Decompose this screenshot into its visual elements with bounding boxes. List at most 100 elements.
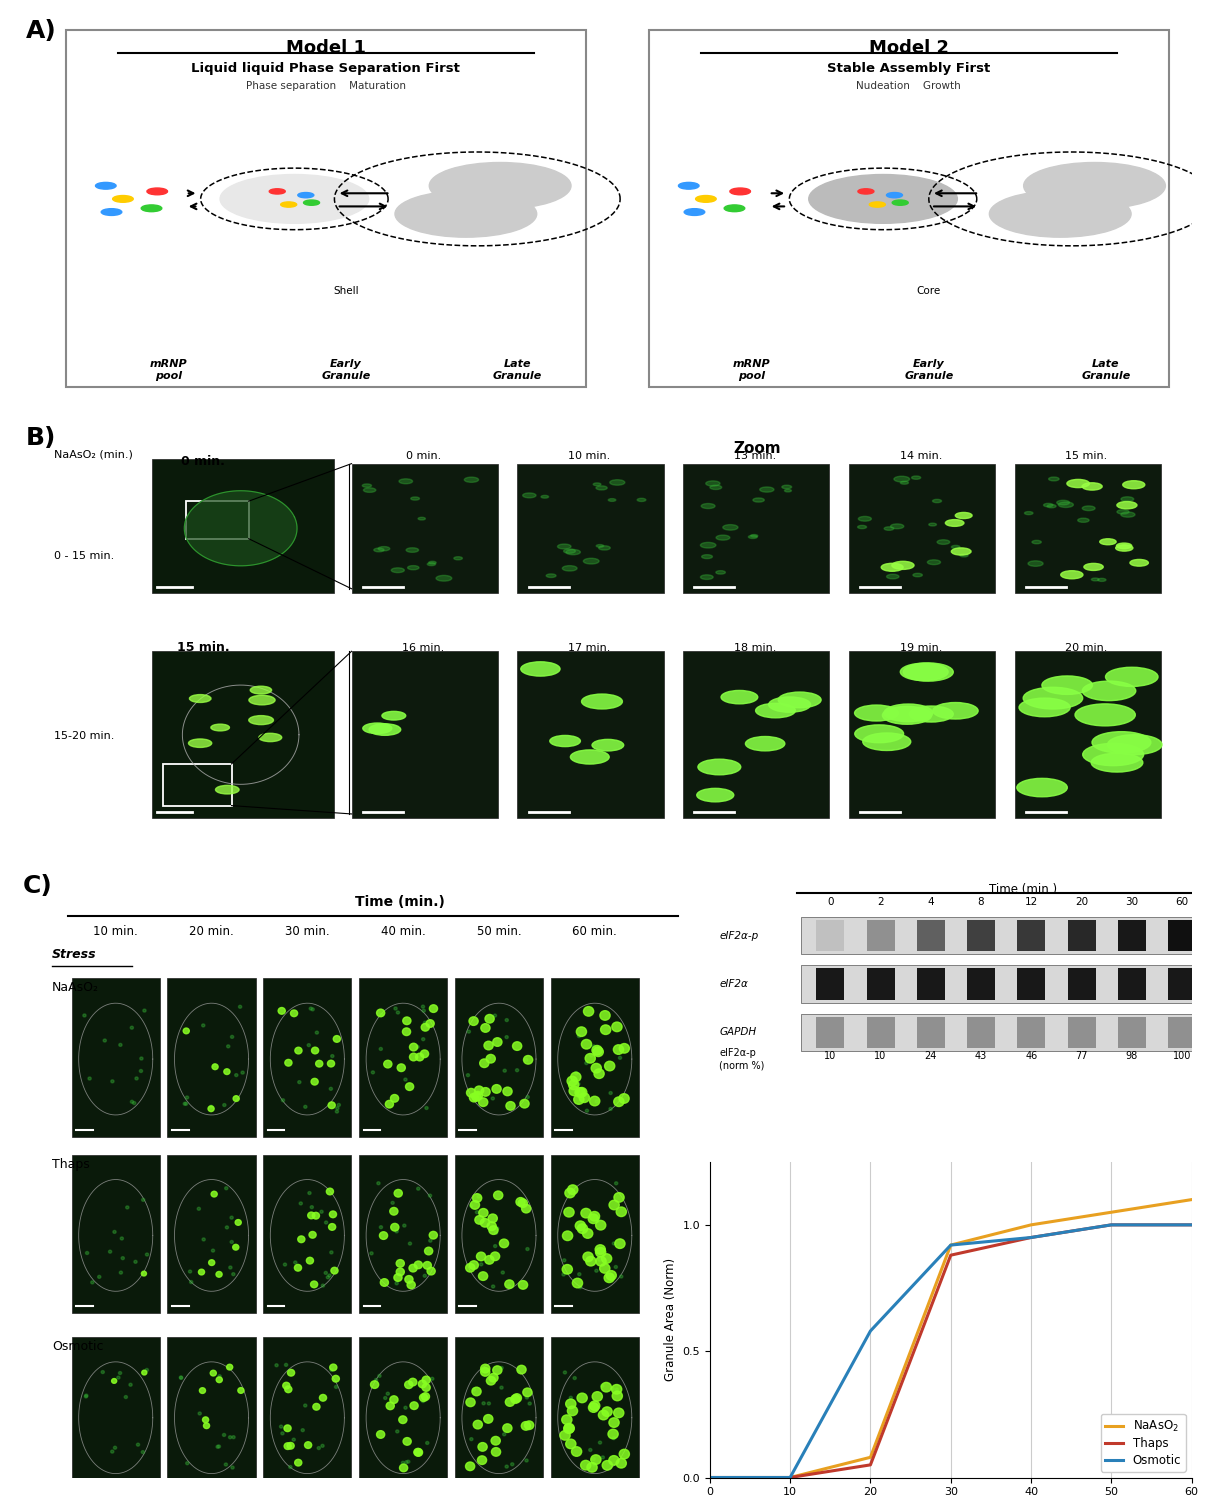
- Circle shape: [410, 1053, 417, 1060]
- Circle shape: [392, 568, 405, 573]
- Circle shape: [590, 1096, 599, 1106]
- Circle shape: [893, 200, 908, 206]
- Circle shape: [488, 1056, 491, 1059]
- Circle shape: [409, 1264, 417, 1272]
- Circle shape: [230, 1216, 233, 1219]
- Circle shape: [596, 544, 603, 548]
- Circle shape: [581, 1089, 585, 1092]
- Circle shape: [241, 1071, 244, 1074]
- Thaps: [1024, 1228, 1038, 1246]
- Bar: [967, 1017, 995, 1048]
- Circle shape: [454, 556, 462, 560]
- Text: 10: 10: [874, 1052, 886, 1060]
- Circle shape: [609, 480, 625, 484]
- Circle shape: [585, 1053, 596, 1064]
- Circle shape: [685, 209, 705, 216]
- Circle shape: [113, 1230, 116, 1233]
- Circle shape: [755, 704, 795, 718]
- Circle shape: [238, 1388, 244, 1394]
- Circle shape: [857, 525, 867, 528]
- Circle shape: [760, 488, 773, 492]
- Circle shape: [485, 1256, 494, 1264]
- Circle shape: [527, 1095, 529, 1098]
- Circle shape: [479, 1209, 488, 1216]
- Circle shape: [602, 1254, 612, 1263]
- Circle shape: [325, 1221, 328, 1224]
- Text: mRNP
pool: mRNP pool: [733, 360, 771, 381]
- Circle shape: [313, 1212, 320, 1219]
- Circle shape: [1082, 681, 1136, 700]
- Circle shape: [304, 1404, 306, 1407]
- Circle shape: [422, 1376, 430, 1384]
- Circle shape: [479, 1263, 483, 1266]
- Circle shape: [210, 1370, 216, 1376]
- Circle shape: [416, 1053, 423, 1060]
- Circle shape: [387, 1392, 389, 1395]
- Circle shape: [387, 1402, 394, 1410]
- Text: Shell: Shell: [333, 286, 359, 297]
- Circle shape: [507, 1286, 511, 1288]
- Circle shape: [313, 1404, 320, 1410]
- Circle shape: [578, 1224, 587, 1233]
- Circle shape: [596, 486, 607, 490]
- Circle shape: [437, 576, 452, 580]
- Bar: [351, 651, 497, 818]
- Circle shape: [469, 1204, 473, 1208]
- Circle shape: [402, 1028, 411, 1035]
- Circle shape: [599, 1263, 610, 1274]
- Circle shape: [586, 1257, 596, 1266]
- Circle shape: [381, 1014, 383, 1017]
- Circle shape: [316, 1060, 322, 1066]
- Bar: [168, 1336, 255, 1496]
- Circle shape: [575, 1088, 585, 1098]
- Circle shape: [511, 1462, 514, 1466]
- Text: 18 min.: 18 min.: [733, 644, 776, 652]
- Circle shape: [483, 1218, 486, 1221]
- Circle shape: [595, 1245, 606, 1254]
- Circle shape: [602, 1407, 612, 1416]
- Circle shape: [913, 573, 923, 578]
- Circle shape: [778, 692, 821, 708]
- Circle shape: [330, 1364, 337, 1371]
- Circle shape: [479, 1098, 488, 1107]
- Circle shape: [516, 1197, 525, 1206]
- Circle shape: [111, 1450, 114, 1454]
- Circle shape: [488, 1402, 490, 1406]
- Circle shape: [469, 1262, 478, 1269]
- Text: eIF2α-p
(norm %): eIF2α-p (norm %): [720, 1048, 765, 1070]
- Circle shape: [287, 1443, 294, 1449]
- Circle shape: [302, 1428, 304, 1431]
- Circle shape: [379, 1226, 383, 1228]
- Circle shape: [1115, 544, 1133, 550]
- Circle shape: [910, 706, 953, 722]
- Text: 60: 60: [1176, 897, 1188, 908]
- Circle shape: [426, 1442, 429, 1444]
- Bar: [455, 978, 544, 1137]
- Circle shape: [404, 1078, 407, 1082]
- Circle shape: [401, 1461, 405, 1464]
- Circle shape: [215, 786, 240, 794]
- Circle shape: [482, 1402, 485, 1406]
- Circle shape: [884, 526, 894, 531]
- Circle shape: [596, 1248, 606, 1257]
- Bar: [455, 1336, 544, 1496]
- Circle shape: [471, 1200, 479, 1209]
- Thaps: [783, 1468, 798, 1486]
- Circle shape: [769, 698, 811, 712]
- Circle shape: [702, 504, 715, 509]
- Circle shape: [184, 1028, 190, 1033]
- Circle shape: [606, 1270, 617, 1280]
- Circle shape: [730, 188, 750, 195]
- Circle shape: [593, 1070, 604, 1078]
- Bar: [72, 1336, 159, 1496]
- Circle shape: [304, 200, 320, 206]
- Circle shape: [524, 1056, 533, 1064]
- Circle shape: [469, 1437, 473, 1440]
- Circle shape: [858, 189, 874, 194]
- Circle shape: [502, 1424, 512, 1432]
- Circle shape: [466, 1462, 474, 1470]
- Circle shape: [700, 543, 716, 548]
- Circle shape: [364, 488, 376, 492]
- Circle shape: [575, 1221, 585, 1230]
- Text: 20: 20: [1075, 897, 1088, 908]
